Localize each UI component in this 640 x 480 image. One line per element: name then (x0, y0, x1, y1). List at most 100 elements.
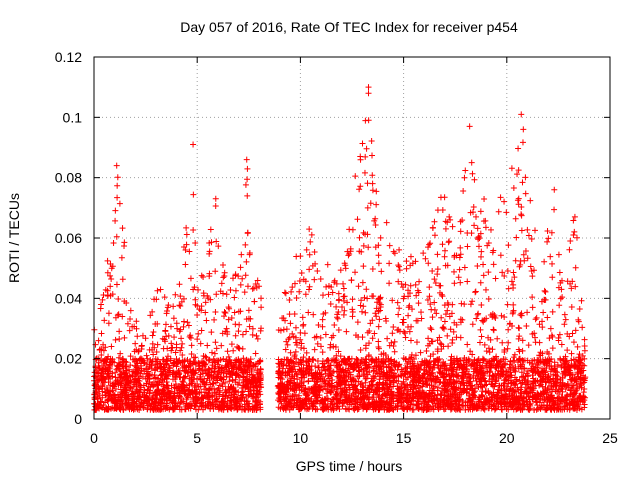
data-point (387, 400, 394, 407)
data-point (557, 355, 564, 362)
data-point (424, 297, 431, 304)
data-point (112, 404, 119, 411)
data-point (106, 372, 113, 379)
data-point (192, 390, 199, 397)
data-point (212, 268, 219, 275)
data-point (135, 367, 142, 374)
data-point (480, 357, 487, 364)
data-point (242, 383, 249, 390)
data-point (257, 357, 264, 364)
data-point (308, 370, 315, 377)
data-point (578, 369, 585, 376)
data-point (512, 215, 519, 222)
data-point (573, 234, 580, 241)
data-point (287, 349, 294, 356)
data-point (483, 348, 490, 355)
data-point (365, 244, 372, 251)
data-point (152, 320, 159, 327)
data-point (292, 348, 299, 355)
data-point (337, 394, 344, 401)
data-point (163, 404, 170, 411)
data-point (398, 380, 405, 387)
data-point (278, 400, 285, 407)
data-point (292, 391, 299, 398)
data-point (298, 387, 305, 394)
data-point (371, 330, 378, 337)
data-point (557, 386, 564, 393)
data-point (183, 400, 190, 407)
data-point (113, 281, 120, 288)
data-point (298, 403, 305, 410)
data-point (394, 366, 401, 373)
data-point (359, 279, 366, 286)
data-point (432, 280, 439, 287)
data-point (174, 389, 181, 396)
data-point (472, 393, 479, 400)
data-point (319, 349, 326, 356)
data-point (295, 383, 302, 390)
data-point (190, 370, 197, 377)
data-point (510, 281, 517, 288)
data-point (396, 263, 403, 270)
data-point (319, 292, 326, 299)
data-point (449, 223, 456, 230)
data-point (360, 242, 367, 249)
data-point (192, 354, 199, 361)
data-point (505, 339, 512, 346)
data-point (115, 311, 122, 318)
data-point (293, 294, 300, 301)
data-point (361, 400, 368, 407)
data-point (314, 376, 321, 383)
data-point (249, 403, 256, 410)
data-point (358, 357, 365, 364)
data-point (440, 324, 447, 331)
data-point (219, 383, 226, 390)
data-point (403, 376, 410, 383)
data-point (506, 361, 513, 368)
data-point (483, 315, 490, 322)
data-point (576, 351, 583, 358)
data-point (358, 297, 365, 304)
data-point (522, 248, 529, 255)
data-point (179, 364, 186, 371)
data-point (187, 405, 194, 412)
data-point (369, 335, 376, 342)
data-point (345, 252, 352, 259)
data-point (213, 238, 220, 245)
data-point (449, 301, 456, 308)
data-point (402, 281, 409, 288)
data-point (360, 263, 367, 270)
data-point (340, 285, 347, 292)
data-point (242, 272, 249, 279)
data-point (527, 263, 534, 270)
data-point (347, 376, 354, 383)
data-point (276, 383, 283, 390)
data-point (243, 328, 250, 335)
data-point (222, 402, 229, 409)
data-point (355, 367, 362, 374)
data-point (168, 347, 175, 354)
data-point (411, 376, 418, 383)
data-point (419, 380, 426, 387)
data-point (300, 371, 307, 378)
data-point (127, 307, 134, 314)
data-point (365, 353, 372, 360)
data-point (253, 284, 260, 291)
data-point (203, 354, 210, 361)
data-point (447, 406, 454, 413)
data-point (342, 391, 349, 398)
data-point (447, 326, 454, 333)
data-point (147, 406, 154, 413)
data-point (201, 381, 208, 388)
data-point (123, 400, 130, 407)
data-point (183, 364, 190, 371)
data-point (229, 377, 236, 384)
data-point (485, 269, 492, 276)
data-point (424, 381, 431, 388)
data-point (154, 362, 161, 369)
data-point (145, 375, 152, 382)
data-point (132, 340, 139, 347)
data-point (173, 356, 180, 363)
data-point (535, 357, 542, 364)
data-point (107, 359, 114, 366)
